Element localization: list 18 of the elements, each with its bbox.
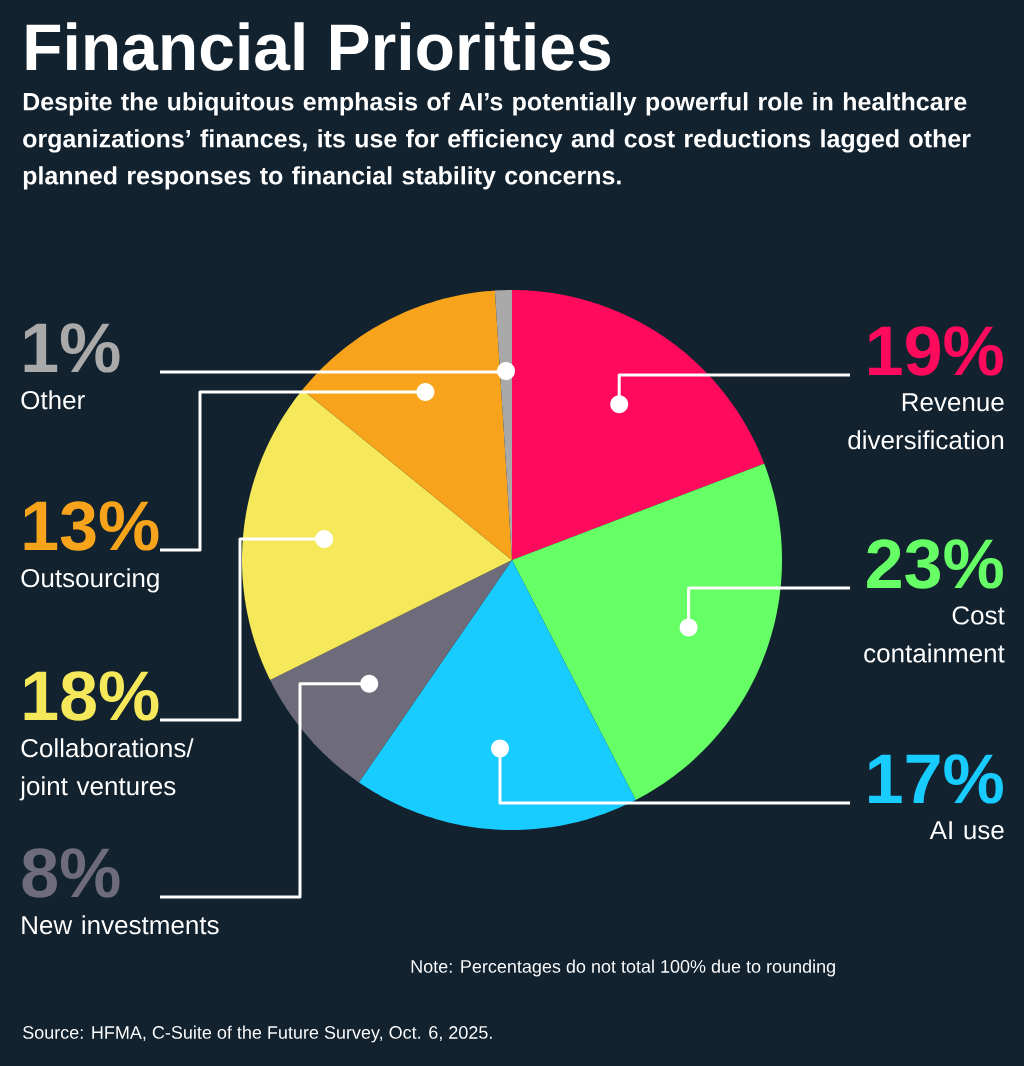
slice-label: Cost containment <box>864 606 1005 663</box>
slice-label: Other <box>21 390 85 410</box>
data-label: 23% <box>867 539 1003 589</box>
data-label: 8% <box>22 848 120 898</box>
data-label: 19% <box>869 326 1003 376</box>
text: Note: Percentages do not total 100% due to rounding <box>411 959 835 977</box>
chart-title: Financial Priorities <box>26 22 610 71</box>
data-label: 1% <box>24 323 120 373</box>
slice-label: Revenue diversification <box>848 393 1004 450</box>
data-label: 17% <box>869 754 1003 804</box>
data-label: 13% <box>24 501 159 551</box>
chart-subtitle: Despite the ubiquitous emphasis of AI’s potentially powerful role in healthcare organizations’ finances, its use for efficiency and cost reductions lagged other planned responses to financial stability concerns. <box>23 92 971 190</box>
slice-label: AI use <box>929 821 1004 840</box>
data-label: 18% <box>24 671 159 721</box>
slice-label: Outsourcing <box>21 568 159 593</box>
slice-label: Collaborations/ joint ventures <box>19 738 194 801</box>
source-note: Source: HFMA, C-Suite of the Future Survey, Oct. 6, 2025. <box>23 1025 492 1043</box>
slice-label: New investments <box>22 915 219 935</box>
